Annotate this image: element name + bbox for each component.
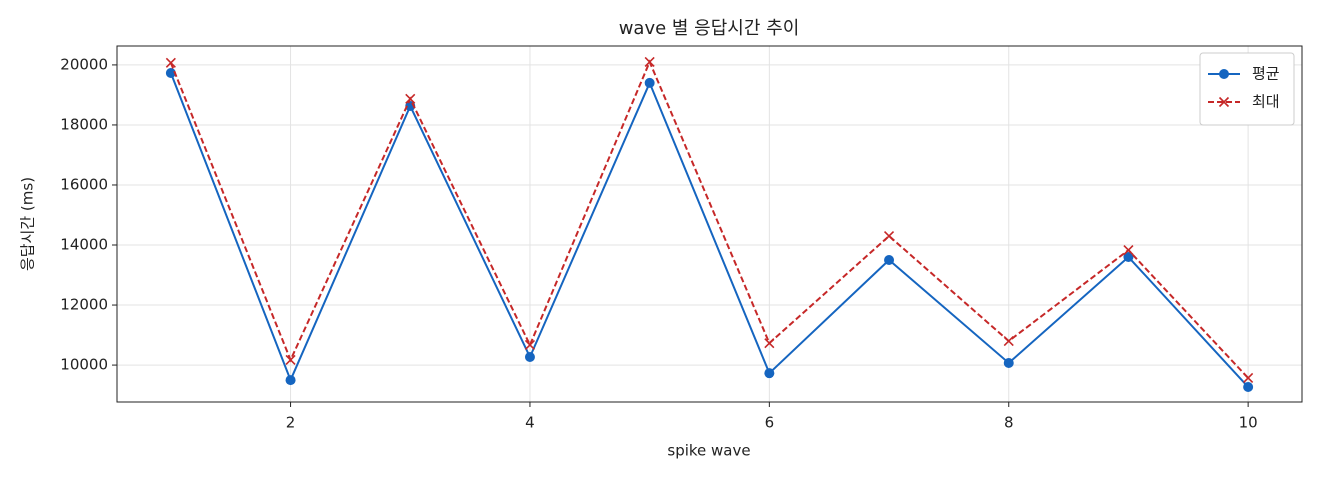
y-tick-label: 16000: [60, 175, 108, 193]
marker: [285, 354, 296, 366]
legend-label: 최대: [1252, 93, 1280, 111]
marker: [1243, 381, 1254, 392]
marker: [1218, 96, 1230, 108]
y-tick-label: 18000: [60, 115, 108, 133]
line: [169, 72, 1249, 388]
marker: [764, 338, 775, 349]
marker: [883, 230, 895, 242]
marker: [1003, 336, 1014, 347]
marker: [644, 77, 655, 88]
marker: [405, 93, 416, 104]
series: [165, 56, 1254, 384]
marker: [1219, 69, 1229, 79]
marker: [884, 255, 895, 266]
x-tick-label: 10: [1239, 414, 1258, 432]
marker: [165, 68, 176, 79]
y-axis-label: 응답시간 (ms): [19, 177, 37, 271]
x-tick-label: 8: [1004, 414, 1014, 432]
legend-box: [1199, 52, 1295, 126]
marker: [644, 56, 655, 67]
y-tick-label: 10000: [60, 356, 108, 374]
marker: [1123, 245, 1134, 256]
marker: [165, 57, 176, 68]
chart-title: wave 별 응답시간 추이: [619, 18, 800, 39]
marker: [524, 351, 535, 362]
y-tick-label: 12000: [60, 296, 108, 314]
y-tick-label: 20000: [60, 55, 108, 73]
series: [165, 68, 1254, 392]
x-tick-label: 6: [765, 414, 775, 432]
y-tick-label: 14000: [60, 236, 108, 254]
plot-frame: [116, 45, 1303, 403]
marker: [1123, 252, 1134, 263]
x-tick-label: 2: [286, 414, 296, 432]
marker: [1243, 372, 1254, 384]
legend-label: 평균: [1252, 65, 1280, 83]
marker: [285, 375, 296, 386]
marker: [524, 339, 536, 351]
x-tick-label: 4: [525, 414, 535, 432]
marker: [1003, 357, 1014, 368]
line: [169, 59, 1249, 379]
marker: [764, 368, 775, 379]
x-axis-label: spike wave: [667, 442, 750, 460]
